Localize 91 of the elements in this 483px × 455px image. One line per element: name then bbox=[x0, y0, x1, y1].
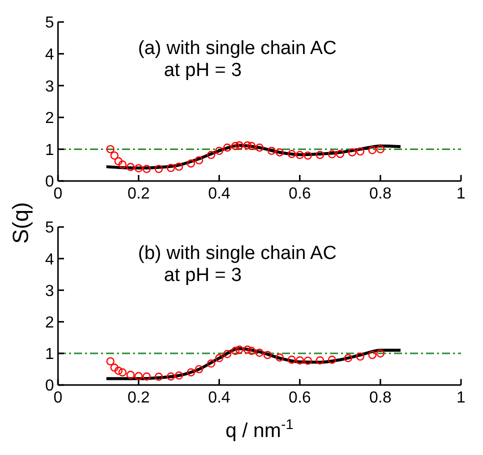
point bbox=[235, 141, 244, 150]
point bbox=[288, 356, 296, 364]
point bbox=[106, 357, 114, 366]
annotation: at pH = 3 bbox=[164, 60, 242, 82]
x-tick-label: 0.2 bbox=[127, 185, 150, 202]
point bbox=[304, 356, 312, 365]
point bbox=[344, 354, 352, 362]
point bbox=[368, 146, 376, 154]
point bbox=[247, 346, 256, 355]
point bbox=[376, 349, 384, 358]
y-tick-label: 5 bbox=[45, 14, 54, 32]
point bbox=[316, 150, 324, 160]
point bbox=[231, 142, 240, 150]
annotation: (b) with single chain AC bbox=[138, 243, 337, 265]
point bbox=[134, 164, 143, 172]
y-tick-label: 0 bbox=[45, 174, 54, 191]
y-tick-label: 5 bbox=[45, 220, 54, 237]
point bbox=[255, 144, 264, 152]
point bbox=[126, 370, 135, 379]
point bbox=[356, 352, 364, 361]
point bbox=[235, 346, 244, 354]
point bbox=[296, 150, 304, 160]
point bbox=[186, 159, 196, 168]
point bbox=[106, 145, 114, 154]
point bbox=[223, 350, 232, 358]
point bbox=[186, 368, 196, 376]
point bbox=[174, 162, 183, 171]
y-tick-label: 3 bbox=[45, 282, 54, 300]
y-tick-label: 2 bbox=[45, 314, 54, 332]
point bbox=[114, 157, 123, 166]
annotation: (a) with single chain AC bbox=[138, 38, 337, 60]
point bbox=[126, 162, 135, 172]
point bbox=[118, 160, 127, 169]
y-tick-label: 2 bbox=[45, 110, 54, 128]
point bbox=[166, 164, 175, 172]
point bbox=[118, 368, 127, 376]
point bbox=[174, 371, 183, 380]
point bbox=[255, 348, 264, 357]
point bbox=[114, 366, 123, 375]
point bbox=[154, 164, 163, 174]
x-tick-label: 0.2 bbox=[127, 389, 150, 406]
point bbox=[231, 346, 240, 355]
point bbox=[215, 146, 224, 155]
x-tick-label: 0.4 bbox=[208, 389, 230, 406]
point bbox=[134, 372, 143, 380]
x-axis-title: q / nm$^{-1}$ bbox=[225, 416, 294, 442]
y-axis-title: S(q) bbox=[8, 202, 33, 244]
x-tick-label: 0.8 bbox=[369, 389, 392, 406]
point bbox=[194, 156, 204, 164]
point bbox=[243, 141, 252, 150]
point bbox=[288, 150, 296, 158]
point bbox=[304, 151, 312, 160]
point bbox=[110, 151, 119, 160]
point bbox=[348, 148, 356, 156]
point bbox=[215, 354, 224, 362]
point bbox=[296, 356, 304, 364]
point bbox=[142, 372, 151, 381]
point bbox=[243, 346, 252, 354]
point bbox=[247, 142, 256, 150]
point bbox=[336, 150, 344, 158]
point bbox=[110, 364, 119, 372]
point bbox=[166, 372, 175, 381]
point bbox=[316, 356, 324, 364]
point bbox=[356, 147, 364, 156]
point bbox=[263, 350, 272, 360]
y-tick-label: 3 bbox=[45, 78, 54, 96]
point bbox=[328, 150, 336, 158]
point bbox=[376, 145, 384, 154]
y-tick-label: 4 bbox=[45, 251, 54, 268]
point bbox=[328, 356, 336, 364]
y-tick-label: 1 bbox=[45, 346, 54, 364]
point bbox=[194, 365, 204, 374]
point bbox=[142, 164, 151, 174]
x-tick-label: 0.8 bbox=[369, 185, 392, 202]
point bbox=[154, 372, 163, 381]
y-tick-label: 0 bbox=[45, 378, 54, 395]
point bbox=[276, 353, 284, 362]
point bbox=[207, 359, 216, 368]
y-tick-label: 1 bbox=[45, 142, 54, 159]
x-tick-label: 1 bbox=[456, 389, 466, 406]
point bbox=[267, 146, 276, 155]
point bbox=[276, 148, 284, 156]
x-tick-label: 1 bbox=[456, 185, 466, 202]
point bbox=[223, 144, 232, 152]
y-tick-label: 4 bbox=[45, 46, 54, 64]
annotation: at pH = 3 bbox=[164, 265, 242, 287]
x-tick-label: 0.4 bbox=[208, 185, 230, 202]
point bbox=[368, 350, 376, 360]
point bbox=[207, 150, 216, 160]
x-tick-label: 0.6 bbox=[288, 389, 312, 406]
x-tick-label: 0.6 bbox=[288, 185, 312, 202]
